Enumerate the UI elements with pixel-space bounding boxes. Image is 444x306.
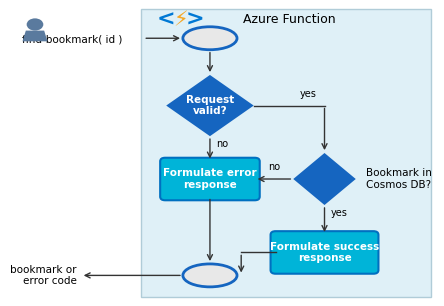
- Ellipse shape: [183, 27, 237, 50]
- FancyBboxPatch shape: [270, 231, 378, 274]
- Text: bookmark or
error code: bookmark or error code: [10, 265, 77, 286]
- Polygon shape: [166, 75, 254, 136]
- FancyBboxPatch shape: [141, 9, 431, 297]
- Polygon shape: [23, 31, 48, 41]
- FancyBboxPatch shape: [160, 158, 260, 200]
- Polygon shape: [293, 153, 356, 205]
- Text: >: >: [186, 10, 205, 30]
- Text: no: no: [268, 162, 280, 172]
- Text: Azure Function: Azure Function: [243, 13, 336, 26]
- Ellipse shape: [183, 264, 237, 287]
- Circle shape: [27, 18, 44, 31]
- Text: Bookmark in
Cosmos DB?: Bookmark in Cosmos DB?: [366, 168, 432, 190]
- Text: yes: yes: [299, 89, 316, 99]
- Text: ⚡: ⚡: [174, 10, 188, 30]
- Text: find-bookmark( id ): find-bookmark( id ): [23, 35, 123, 45]
- Text: no: no: [216, 139, 228, 149]
- Text: Formulate error
response: Formulate error response: [163, 168, 257, 190]
- Text: yes: yes: [331, 208, 348, 218]
- Text: <: <: [157, 10, 175, 30]
- Text: Request
valid?: Request valid?: [186, 95, 234, 116]
- Text: Formulate success
response: Formulate success response: [270, 242, 379, 263]
